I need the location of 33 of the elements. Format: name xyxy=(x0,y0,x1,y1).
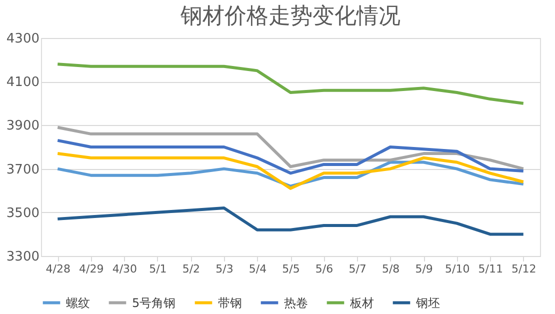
x-tick-label: 5/4 xyxy=(248,262,267,276)
y-tick-label: 3300 xyxy=(6,250,40,264)
legend-label: 带钢 xyxy=(218,296,242,310)
x-tick-label: 5/6 xyxy=(315,262,334,276)
x-tick-label: 5/8 xyxy=(382,262,400,276)
line-series xyxy=(56,126,525,170)
x-tick-label: 5/3 xyxy=(216,262,234,276)
x-tick-label: 5/5 xyxy=(282,262,300,276)
line-series xyxy=(56,62,525,105)
x-tick-label: 4/29 xyxy=(79,262,104,276)
y-tick-label: 3700 xyxy=(6,162,40,178)
legend-label: 热卷 xyxy=(284,296,308,310)
x-tick-label: 5/1 xyxy=(149,262,167,276)
y-tick-label: 4100 xyxy=(6,75,40,90)
legend-label: 板材 xyxy=(349,296,374,310)
y-tick-label: 3500 xyxy=(6,206,40,221)
x-tick-label: 5/2 xyxy=(182,262,200,276)
x-tick-label: 5/11 xyxy=(478,262,503,276)
line-series xyxy=(56,152,525,190)
line-series xyxy=(56,138,525,175)
y-tick-label: 3900 xyxy=(6,118,40,134)
legend-label: 5号角钢 xyxy=(132,296,176,310)
x-tick-label: 5/12 xyxy=(512,262,536,276)
legend-label: 螺纹 xyxy=(66,296,90,310)
chart-title: 钢材价格走势变化情况 xyxy=(180,4,400,29)
x-tick-label: 5/7 xyxy=(348,262,366,276)
line-series xyxy=(56,206,525,236)
x-tick-label: 5/9 xyxy=(415,262,433,276)
x-tick-label: 4/28 xyxy=(46,262,70,276)
y-tick-label: 4300 xyxy=(6,32,40,46)
x-tick-label: 4/30 xyxy=(112,262,138,276)
x-tick-label: 5/10 xyxy=(444,262,470,276)
legend-label: 钢坯 xyxy=(415,296,440,310)
